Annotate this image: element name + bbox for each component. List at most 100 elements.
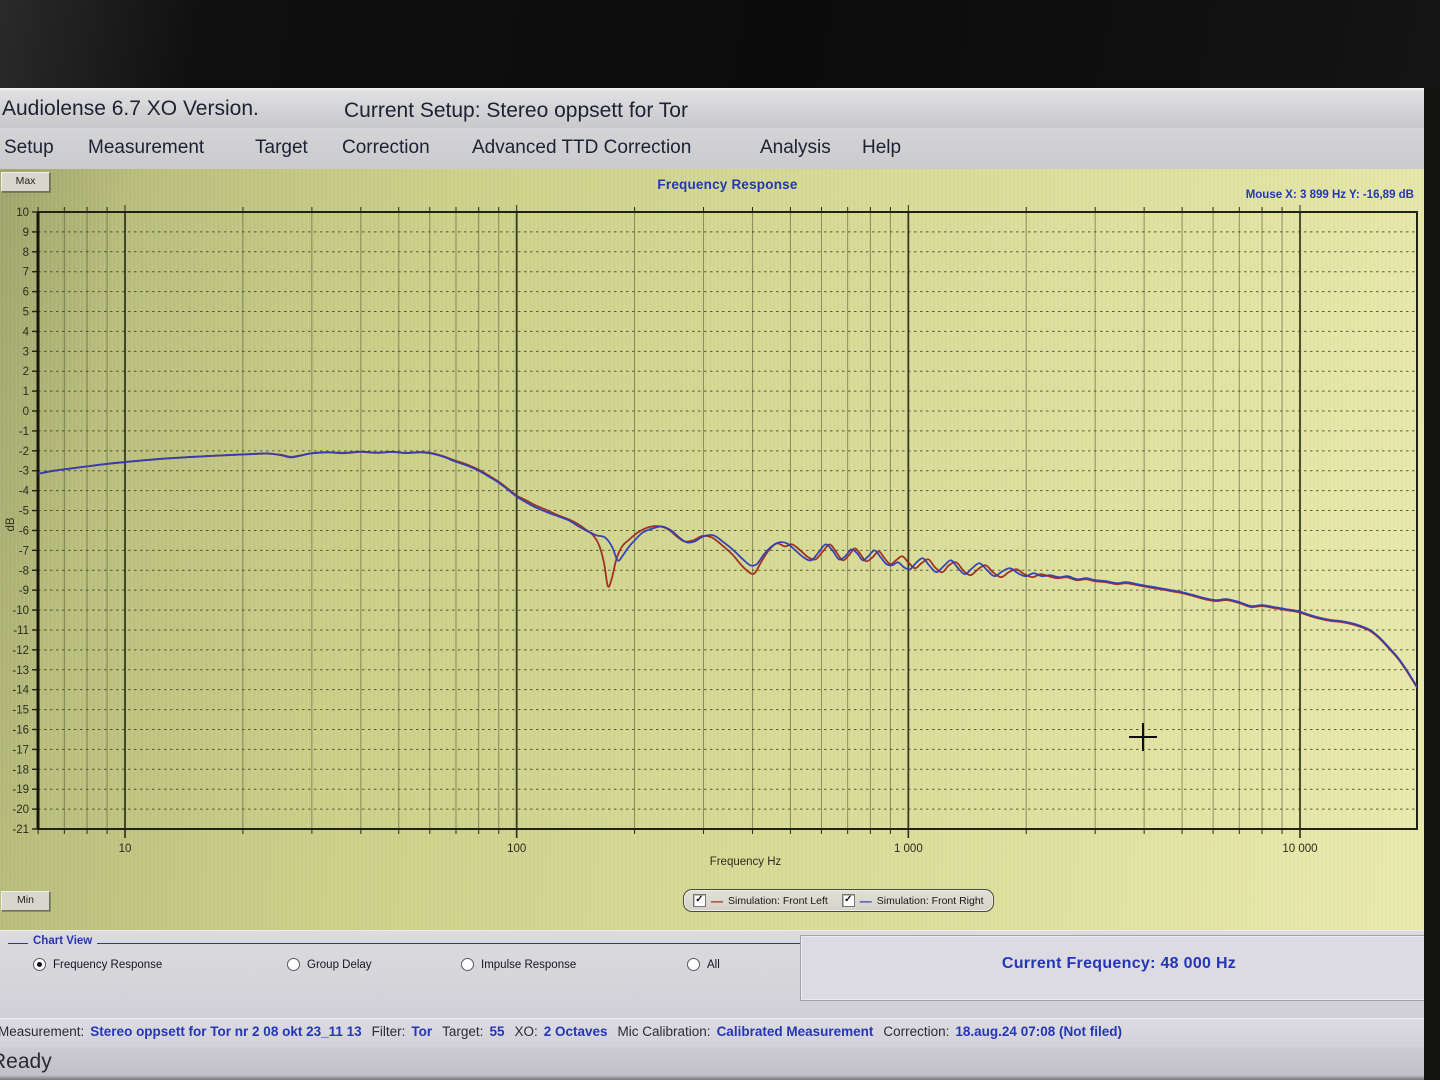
radio-group-delay[interactable]: Group Delay — [287, 958, 372, 971]
status-value: Tor — [411, 1024, 433, 1039]
window-title-bar: Audiolense 6.7 XO Version. Current Setup… — [0, 88, 1440, 128]
max-button[interactable]: Max — [1, 172, 50, 192]
svg-text:3: 3 — [23, 346, 29, 358]
menu-item-help[interactable]: Help — [862, 137, 902, 158]
svg-text:8: 8 — [23, 247, 29, 259]
legend-checkbox[interactable]: ✓ — [841, 894, 855, 907]
radio-label: All — [707, 958, 720, 971]
current-frequency-box: Current Frequency: 48 000 Hz — [800, 935, 1438, 1001]
status-value: 18.aug.24 07:08 (Not filed) — [955, 1024, 1122, 1039]
svg-text:-17: -17 — [12, 744, 29, 756]
menu-item-setup[interactable]: Setup — [4, 137, 54, 158]
chart-view-group-label: Chart View — [28, 935, 98, 947]
legend-item: ✓ — Simulation: Front Left — [693, 894, 828, 907]
current-setup-label: Current Setup: Stereo oppsett for Tor — [344, 99, 688, 122]
svg-text:-13: -13 — [12, 665, 29, 677]
status-bar: Measurement: Stereo oppsett for Tor nr 2 … — [0, 1018, 1437, 1047]
legend-label: Simulation: Front Right — [876, 894, 984, 907]
current-frequency-text: Current Frequency: 48 000 Hz — [1001, 955, 1237, 972]
y-axis-title: dB — [5, 517, 17, 531]
radio-label: Frequency Response — [53, 958, 163, 971]
status-value: Calibrated Measurement — [716, 1024, 874, 1039]
legend-color-dash-icon: — — [859, 893, 872, 908]
svg-text:-7: -7 — [19, 545, 29, 557]
status-label: XO: — [514, 1024, 538, 1039]
curve-simulation-front-left — [38, 450, 1417, 689]
svg-text:0: 0 — [23, 406, 29, 418]
x-axis-title: Frequency Hz — [710, 856, 782, 868]
chart-title: Frequency Response — [657, 177, 798, 192]
svg-text:10: 10 — [119, 843, 132, 855]
svg-text:-14: -14 — [12, 685, 29, 697]
svg-text:-18: -18 — [12, 764, 29, 776]
radio-all[interactable]: All — [687, 958, 720, 971]
status-label: Mic Calibration: — [617, 1024, 711, 1039]
svg-text:-2: -2 — [19, 446, 29, 458]
chart-legend: ✓ — Simulation: Front Left ✓ — Simulation: Fr… — [683, 889, 994, 912]
menu-item-target[interactable]: Target — [255, 137, 308, 158]
svg-text:-20: -20 — [12, 804, 29, 816]
svg-text:4: 4 — [23, 326, 30, 338]
legend-item: ✓ — Simulation: Front Right — [841, 893, 984, 908]
svg-text:-9: -9 — [19, 585, 29, 597]
svg-text:1 000: 1 000 — [894, 843, 923, 855]
menu-item-correction[interactable]: Correction — [342, 137, 430, 158]
svg-text:-12: -12 — [12, 645, 29, 657]
radio-button-icon[interactable] — [461, 958, 474, 971]
radio-button-icon[interactable] — [33, 958, 46, 971]
axis-labels: 109876543210-1-2-3-4-5-6-7-8-9-10-11-12-… — [5, 207, 1318, 868]
radio-button-icon[interactable] — [687, 958, 700, 971]
svg-text:9: 9 — [23, 227, 29, 239]
radio-label: Group Delay — [307, 958, 372, 971]
svg-text:-5: -5 — [19, 506, 29, 518]
radio-button-icon[interactable] — [287, 958, 300, 971]
menu-item-measurement[interactable]: Measurement — [88, 137, 205, 158]
grid-lines — [32, 205, 1417, 838]
status-label: Correction: — [883, 1024, 950, 1039]
status-bar-text: Measurement: Stereo oppsett for Tor nr 2 … — [0, 1024, 1122, 1039]
status-label: Target: — [442, 1024, 484, 1039]
svg-text:-11: -11 — [13, 625, 29, 637]
status-value: 55 — [489, 1024, 505, 1039]
svg-text:-19: -19 — [12, 784, 29, 796]
svg-text:-1: -1 — [19, 426, 29, 438]
legend-color-dash-icon: — — [711, 893, 723, 908]
svg-text:100: 100 — [507, 843, 526, 855]
monitor-bezel-right — [1424, 88, 1440, 1080]
legend-label: Simulation: Front Left — [728, 894, 828, 907]
radio-frequency-response[interactable]: Frequency Response — [33, 958, 162, 971]
svg-text:2: 2 — [23, 366, 29, 378]
status-value: 2 Octaves — [543, 1024, 608, 1039]
chart-view-section: Chart View Frequency Response Group Delay… — [0, 930, 1438, 1018]
mouse-coordinates-readout: Mouse X: 3 899 Hz Y: -16,89 dB — [1245, 189, 1414, 201]
status-value: Stereo oppsett for Tor nr 2 08 okt 23_11… — [90, 1024, 362, 1039]
radio-label: Impulse Response — [481, 958, 577, 971]
radio-impulse-response[interactable]: Impulse Response — [461, 958, 576, 971]
menu-item-advanced-ttd-correction[interactable]: Advanced TTD Correction — [472, 137, 692, 158]
svg-text:-10: -10 — [12, 605, 29, 617]
frequency-response-panel: 10 9 8 7 6 5 4 3 2 1 0 -1 -2 -3 -4 -5 -6 -7 -8 -9 -10 -11 -12-… — [0, 169, 1424, 930]
svg-text:-3: -3 — [19, 466, 29, 478]
app-title: Audiolense 6.7 XO Version. — [2, 97, 259, 120]
svg-text:-8: -8 — [19, 565, 29, 577]
svg-text:1: 1 — [23, 386, 29, 398]
min-button[interactable]: Min — [1, 891, 50, 911]
svg-text:-21: -21 — [12, 824, 29, 836]
menu-item-analysis[interactable]: Analysis — [760, 137, 831, 158]
ready-status-text: Ready — [0, 1050, 52, 1073]
svg-text:-15: -15 — [12, 705, 29, 717]
svg-text:-4: -4 — [19, 486, 30, 498]
svg-text:-6: -6 — [19, 525, 29, 537]
frequency-response-chart[interactable]: 109876543210-1-2-3-4-5-6-7-8-9-10-11-12-… — [0, 169, 1424, 930]
status-label: Filter: — [371, 1024, 406, 1039]
svg-text:10 000: 10 000 — [1282, 843, 1317, 855]
status-label: Measurement: — [0, 1024, 85, 1039]
series-curves — [38, 450, 1417, 689]
svg-text:7: 7 — [23, 267, 29, 279]
legend-checkbox[interactable]: ✓ — [693, 894, 706, 907]
svg-text:-16: -16 — [12, 724, 29, 736]
svg-text:6: 6 — [23, 287, 29, 299]
monitor-bezel-top — [0, 0, 1440, 88]
groupbox-border — [8, 943, 1428, 944]
svg-text:10: 10 — [16, 207, 29, 219]
